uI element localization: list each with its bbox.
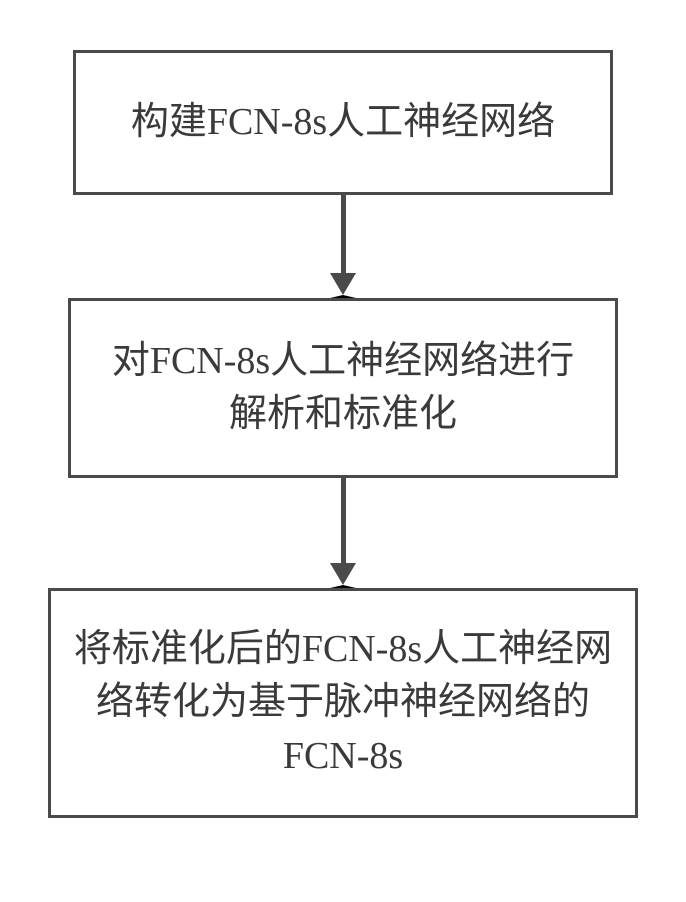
arrow-2: [330, 478, 356, 588]
node-1-text: 构建FCN-8s人工神经网络: [131, 96, 555, 149]
node-3-text: 将标准化后的FCN-8s人工神经网络转化为基于脉冲神经网络的FCN-8s: [71, 623, 615, 783]
arrow-2-head: [330, 563, 356, 588]
flowchart-container: 构建FCN-8s人工神经网络 对FCN-8s人工神经网络进行解析和标准化 将标准…: [48, 50, 638, 818]
flowchart-node-1: 构建FCN-8s人工神经网络: [73, 50, 613, 195]
arrow-2-line: [341, 478, 346, 563]
arrow-1-head: [330, 273, 356, 298]
arrow-1-line: [341, 195, 346, 273]
flowchart-node-2: 对FCN-8s人工神经网络进行解析和标准化: [68, 298, 618, 478]
arrow-1: [330, 195, 356, 298]
flowchart-node-3: 将标准化后的FCN-8s人工神经网络转化为基于脉冲神经网络的FCN-8s: [48, 588, 638, 818]
node-2-text: 对FCN-8s人工神经网络进行解析和标准化: [96, 335, 590, 441]
